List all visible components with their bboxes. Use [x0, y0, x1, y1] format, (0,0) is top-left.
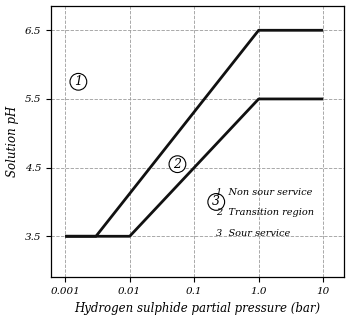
Text: 1: 1 [74, 75, 82, 88]
Text: 2  Transition region: 2 Transition region [216, 208, 314, 217]
Text: 3  Sour service: 3 Sour service [216, 229, 290, 238]
X-axis label: Hydrogen sulphide partial pressure (bar): Hydrogen sulphide partial pressure (bar) [74, 302, 321, 315]
Text: 3: 3 [212, 195, 220, 208]
Y-axis label: Solution pH: Solution pH [6, 106, 19, 178]
Text: 1  Non sour service: 1 Non sour service [216, 188, 313, 197]
Text: 2: 2 [173, 158, 181, 171]
